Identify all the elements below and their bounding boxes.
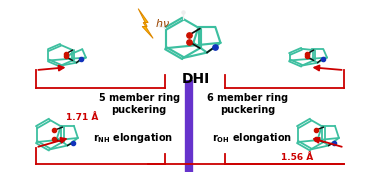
Text: 1.71 Å: 1.71 Å [66, 113, 99, 122]
Text: 1.56 Å: 1.56 Å [282, 153, 314, 162]
Text: r$_\mathregular{NH}$ elongation: r$_\mathregular{NH}$ elongation [93, 131, 173, 145]
Polygon shape [138, 9, 153, 38]
Text: 6 member ring
puckering: 6 member ring puckering [207, 93, 288, 115]
Text: $h\nu$: $h\nu$ [155, 16, 170, 29]
Text: 5 member ring
puckering: 5 member ring puckering [99, 93, 180, 115]
Text: r$_\mathregular{OH}$ elongation: r$_\mathregular{OH}$ elongation [212, 131, 292, 145]
Text: DHI: DHI [182, 72, 210, 86]
